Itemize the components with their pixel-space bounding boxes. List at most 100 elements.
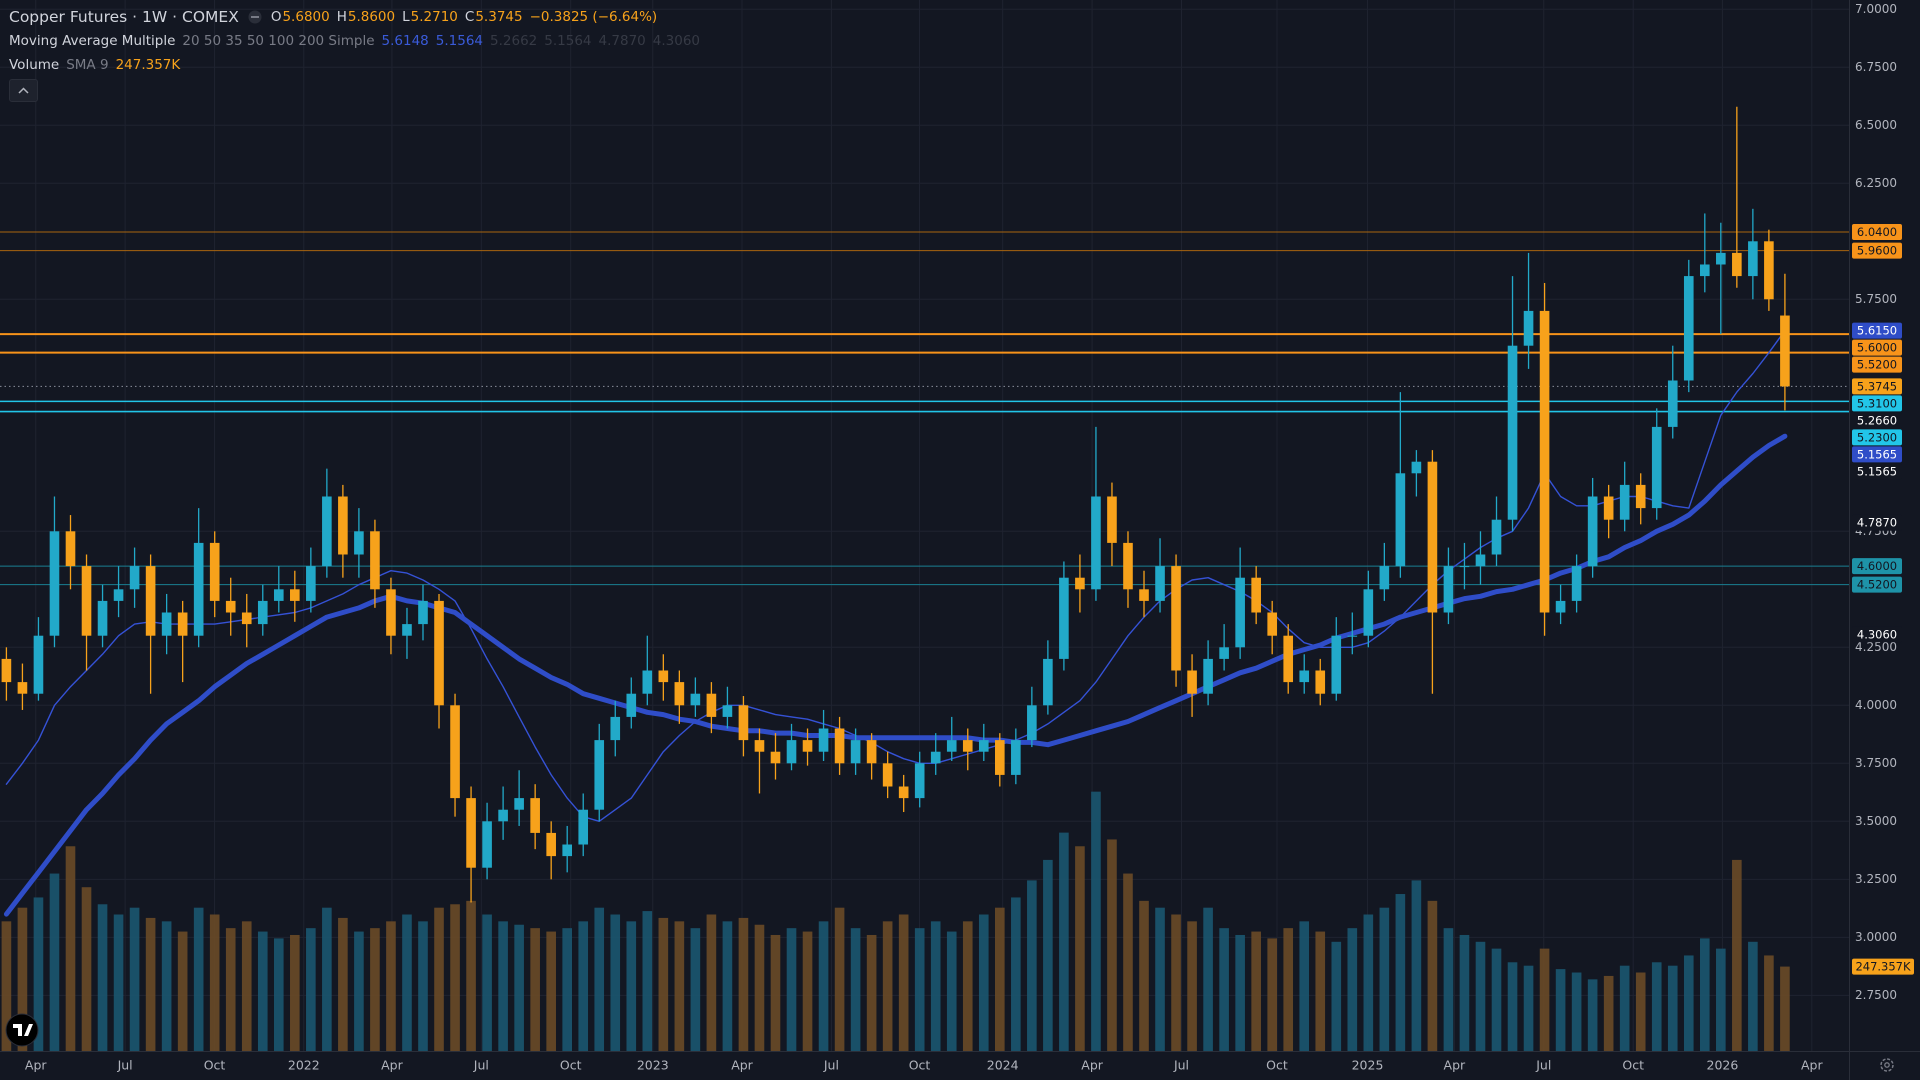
candle-body [498, 809, 508, 822]
candle-body [930, 751, 941, 764]
volume-bar [1363, 914, 1374, 1051]
volume-bar [209, 914, 220, 1051]
volume-bar [962, 921, 973, 1051]
price-tag-label: 5.2300 [1857, 430, 1897, 444]
volume-bar [1171, 914, 1181, 1051]
candle-body [818, 728, 829, 752]
price-tag-label: 4.3060 [1857, 627, 1897, 641]
candle-body [1491, 519, 1502, 555]
candle-body [49, 531, 60, 636]
candle-body [402, 624, 412, 636]
candle-body [1443, 566, 1454, 613]
x-tick-label: 2026 [1707, 1058, 1739, 1073]
candle-body [145, 566, 156, 636]
price-tag-label: 5.2660 [1857, 413, 1897, 427]
volume-bar [1331, 941, 1342, 1051]
candle-body [1251, 577, 1261, 613]
candle-body [1267, 612, 1277, 636]
ohlc-key: H [336, 9, 347, 25]
x-tick-label: Apr [731, 1058, 753, 1073]
volume-bar [1395, 894, 1406, 1051]
candle-body [1203, 658, 1213, 694]
volume-bar [1267, 938, 1277, 1051]
candle-body [193, 542, 204, 636]
candle-body [225, 600, 236, 613]
volume-bar [930, 921, 941, 1051]
volume-bar [1459, 934, 1470, 1051]
volume-bar [1748, 941, 1758, 1051]
candle-body [674, 682, 685, 706]
x-tick-label: Oct [1622, 1058, 1644, 1073]
candle-body [482, 821, 492, 868]
price-tag-label: 4.5200 [1857, 578, 1897, 592]
x-tick-label: Jul [473, 1058, 489, 1073]
volume-bar [690, 928, 701, 1051]
time-axis-background [0, 1051, 1849, 1080]
candle-body [1427, 461, 1438, 613]
ohlc-key: L [402, 9, 410, 25]
y-tick-label: 3.7500 [1855, 756, 1897, 770]
volume-bar [1059, 832, 1069, 1051]
price-change: −0.3825 (−6.64%) [529, 9, 658, 25]
candle-body [866, 740, 877, 764]
volume-bar [1251, 931, 1261, 1051]
candle-body [610, 716, 621, 741]
ohlc-value: 5.2710 [410, 9, 458, 25]
candle-body [578, 809, 589, 845]
candle-body [17, 682, 28, 694]
volume-bar [738, 917, 749, 1051]
indicator-value: 5.1564 [435, 33, 484, 49]
candle-body [690, 693, 701, 706]
price-tag-label: 5.3745 [1857, 379, 1897, 393]
candle-body [113, 589, 124, 601]
tradingview-logo[interactable] [5, 1013, 39, 1047]
x-tick-label: Apr [381, 1058, 403, 1073]
candle-body [1603, 496, 1614, 520]
candle-body [370, 531, 380, 590]
price-axis-background [1849, 0, 1920, 1080]
candle-body [81, 566, 92, 636]
ohlc-value: 5.6800 [282, 9, 330, 25]
x-tick-label: Jul [1173, 1058, 1189, 1073]
candle-body [1187, 670, 1197, 694]
symbol-title: Copper Futures · 1W · COMEX [9, 8, 239, 26]
x-tick-label: Oct [1266, 1058, 1288, 1073]
candle-body [850, 740, 861, 764]
eye-icon[interactable] [246, 10, 264, 24]
candle-body [386, 589, 396, 636]
candle-body [546, 832, 556, 857]
candle-body [738, 705, 749, 741]
volume-bar [370, 928, 380, 1051]
volume-bar [1491, 948, 1502, 1051]
y-tick-label: 4.2500 [1855, 640, 1897, 654]
indicator-title: Moving Average Multiple [9, 33, 176, 49]
volume-bar [241, 921, 252, 1051]
indicator-value: 5.1564 [544, 33, 592, 49]
volume-bar [482, 914, 492, 1051]
collapse-button[interactable] [9, 79, 38, 102]
indicator-value: 5.6148 [381, 33, 429, 49]
volume-bar [530, 928, 540, 1051]
candle-body [1123, 542, 1133, 590]
candle-body [290, 589, 300, 601]
candle-body [1, 658, 12, 683]
x-tick-label: Jul [823, 1058, 839, 1073]
candle-body [306, 566, 316, 601]
volume-bar [562, 928, 573, 1051]
volume-bar [418, 921, 428, 1051]
price-tag [1852, 378, 1902, 395]
volume-bar [1379, 907, 1390, 1051]
volume-bar [257, 931, 268, 1051]
volume-bar [1235, 934, 1245, 1051]
price-tag [1852, 242, 1902, 259]
volume-bar [1764, 955, 1774, 1051]
candle-body [1139, 589, 1149, 601]
candle-body [1171, 566, 1181, 671]
candle-body [1683, 276, 1694, 381]
settings-icon[interactable] [1880, 1058, 1894, 1072]
legend-row: Volume SMA 9 247.357K [9, 53, 700, 77]
volume-bar [1780, 966, 1790, 1051]
candle-body [1667, 380, 1678, 427]
candle-body [1411, 461, 1422, 474]
candle-body [257, 600, 268, 625]
